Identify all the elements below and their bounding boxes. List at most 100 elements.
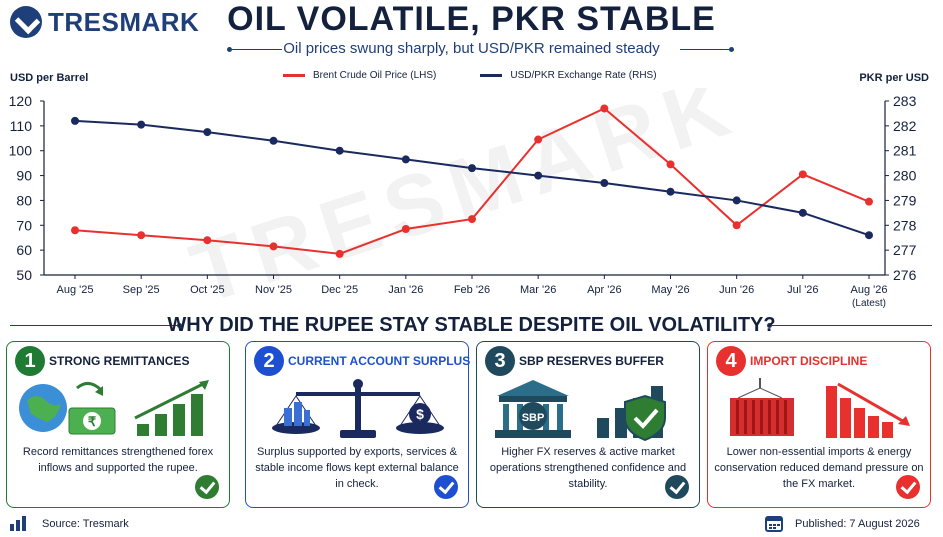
subtitle-rule-left [232,49,282,50]
svg-text:SBP: SBP [522,412,545,424]
right-tick-label: 279 [893,192,917,208]
data-point-brent [401,225,410,234]
x-tick-label: Apr '26 [587,284,622,296]
left-tick-label: 80 [16,192,32,208]
bank-shield-icon: SBP [487,378,689,442]
globe-money-bars-icon: ₹ [17,378,219,442]
data-point-pkr [335,146,344,155]
card-number-badge: 1 [15,346,45,376]
x-tick-label: Nov '25 [255,284,292,296]
section-dot-left [177,323,182,328]
data-point-brent [269,242,278,251]
data-point-pkr [534,171,543,180]
brand-logo: TRESMARK [10,6,199,38]
reason-card-3: 3 SBP RESERVES BUFFER SBP Higher FX reserve… [476,341,700,508]
left-tick-label: 60 [16,242,32,258]
data-point-brent [600,104,609,113]
container-down-bars-icon [718,378,920,442]
data-point-pkr [71,116,79,125]
data-point-pkr [401,155,410,164]
section-rule-left [10,325,180,326]
data-point-brent [203,236,212,245]
right-tick-label: 276 [893,267,917,283]
line-chart: TRESMARK 50 60 70 80 90 100 110 120 276 277 278 279 2… [9,88,917,310]
data-point-brent [732,221,741,230]
x-tick-sublabel: (Latest) [852,298,886,309]
checkmark-icon [434,475,458,499]
right-tick-label: 278 [893,217,917,233]
card-number-badge: 4 [716,346,746,376]
x-tick-label: Jan '26 [388,284,423,296]
data-point-pkr [666,187,675,196]
right-tick-label: 280 [893,168,917,184]
data-point-pkr [468,164,476,173]
left-tick-label: 100 [9,143,33,159]
right-tick-label: 277 [893,242,917,258]
data-point-brent [335,249,344,258]
left-axis-label: USD per Barrel [10,72,89,84]
subtitle-rule-right [680,49,730,50]
subtitle-dot-left [227,47,232,52]
data-point-brent [468,215,476,224]
left-tick-label: 50 [16,267,32,283]
legend-item-brent: Brent Crude Oil Price (LHS) [283,70,436,81]
x-tick-label: Aug '25 [57,284,94,296]
card-body: Surplus supported by exports, services &… [255,446,459,490]
card-title: IMPORT DISCIPLINE [750,354,868,368]
data-point-pkr [269,136,278,145]
brand-name: TRESMARK [48,6,200,37]
data-point-pkr [798,208,807,217]
data-point-pkr [137,120,146,129]
x-tick-label: May '26 [651,284,689,296]
data-point-pkr [732,196,741,205]
page-subtitle: Oil prices swung sharply, but USD/PKR re… [283,40,660,57]
x-tick-label: Mar '26 [520,284,556,296]
reason-card-1: 1 STRONG REMITTANCES ₹ Record remittances s… [6,341,230,508]
data-point-brent [534,135,543,144]
card-body: Record remittances strengthened forex in… [22,446,214,474]
chart-legend: Brent Crude Oil Price (LHS) USD/PKR Exch… [283,70,657,81]
section-rule-right [770,325,932,326]
legend-label-pkr: USD/PKR Exchange Rate (RHS) [510,70,657,81]
x-tick-label: Sep '25 [123,284,160,296]
left-tick-label: 110 [10,118,33,134]
card-number-badge: 3 [485,346,515,376]
subtitle-dot-right [729,47,734,52]
data-point-brent [798,170,807,179]
legend-item-pkr: USD/PKR Exchange Rate (RHS) [480,70,657,81]
left-tick-label: 90 [16,168,32,184]
data-point-pkr [600,179,609,188]
watermark-text: TRESMARK [180,88,749,310]
data-point-pkr [203,128,212,137]
balance-scale-icon: $ [256,378,458,442]
legend-swatch-pkr [480,74,503,77]
source-note: Source: Tresmark [42,518,129,530]
reason-card-4: 4 IMPORT DISCIPLINE Lower non-essential im… [707,341,931,508]
legend-swatch-brent [283,74,305,77]
data-point-pkr [865,231,873,240]
data-point-brent [71,226,79,235]
svg-text:$: $ [416,406,424,422]
svg-text:₹: ₹ [88,414,97,429]
data-point-brent [137,231,146,240]
left-tick-label: 120 [9,93,33,109]
bar-chart-icon [10,515,28,531]
card-title: STRONG REMITTANCES [49,354,190,368]
card-title: CURRENT ACCOUNT SURPLUS [288,354,471,368]
section-dot-right [767,323,772,328]
calendar-icon [765,514,783,532]
card-number-badge: 2 [254,346,284,376]
x-tick-label: Jul '26 [787,284,818,296]
right-tick-label: 281 [893,143,917,159]
data-point-brent [865,197,873,206]
checkmark-icon [896,475,920,499]
left-tick-label: 70 [16,217,32,233]
x-tick-label: Jun '26 [719,284,754,296]
brand-check-icon [10,6,42,38]
right-axis-label: PKR per USD [859,72,929,84]
checkmark-icon [195,475,219,499]
card-body: Higher FX reserves & active market opera… [489,446,687,490]
page-title: OIL VOLATILE, PKR STABLE [227,0,716,38]
data-point-brent [666,160,675,169]
x-tick-label: Feb '26 [454,284,490,296]
